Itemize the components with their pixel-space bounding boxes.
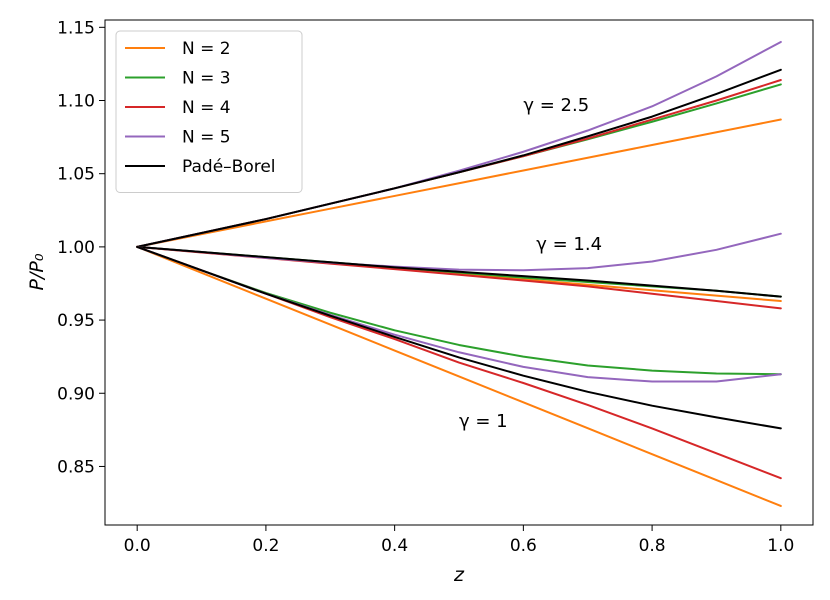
legend-label: Padé–Borel (182, 157, 276, 177)
x-tick-label: 0.4 (381, 536, 408, 556)
series-line-gamma-2_5-n-2 (136, 118, 782, 248)
legend-label: N = 5 (182, 128, 231, 148)
legend: N = 2 N = 3 N = 4 N = 5 Padé–Borel (115, 30, 303, 193)
series-line-gamma-1-n-3 (136, 245, 782, 376)
series-line-gamma-1-pad-borel (136, 245, 782, 430)
gamma-annotation: γ = 2.5 (523, 95, 589, 116)
legend-box (115, 30, 303, 193)
series-line-gamma-1_4-pad-borel (136, 245, 782, 298)
annotation-layer: γ = 2.5 γ = 1.4 γ = 1 (459, 95, 602, 432)
series-line-gamma-2_5-pad-borel (136, 68, 782, 248)
legend-label: N = 3 (182, 69, 231, 89)
legend-label: N = 2 (182, 39, 231, 59)
x-tick-label: 1.0 (767, 536, 794, 556)
y-tick-label: 1.00 (57, 238, 95, 258)
series-line-gamma-1_4-n-5 (136, 232, 782, 272)
y-tick-label: 0.90 (57, 384, 95, 404)
x-tick-label: 0.0 (124, 536, 151, 556)
x-tick-label: 0.2 (252, 536, 279, 556)
y-tick-label: 1.05 (57, 165, 95, 185)
plot-frame (104, 19, 814, 526)
y-axis-label: P/P₀ (26, 253, 48, 290)
gamma-annotation: γ = 1.4 (536, 234, 602, 255)
x-tick-label: 0.6 (510, 536, 537, 556)
series-line-gamma-1-n-5 (136, 245, 782, 383)
y-tick-label: 0.85 (57, 457, 95, 477)
x-tick-label: 0.8 (639, 536, 666, 556)
y-tick-label: 1.15 (57, 18, 95, 38)
gamma-annotation: γ = 1 (459, 411, 508, 432)
x-axis-label: z (453, 564, 465, 586)
legend-label: N = 4 (182, 98, 231, 118)
series-line-gamma-1-n-2 (136, 245, 782, 507)
axis-layer: 0.0 0.2 0.4 0.6 0.8 1.0 0.85 0.90 0.95 1.00 1.05 1.… (57, 18, 794, 556)
y-tick-label: 0.95 (57, 311, 95, 331)
series-layer (136, 40, 782, 507)
y-tick-label: 1.10 (57, 92, 95, 112)
